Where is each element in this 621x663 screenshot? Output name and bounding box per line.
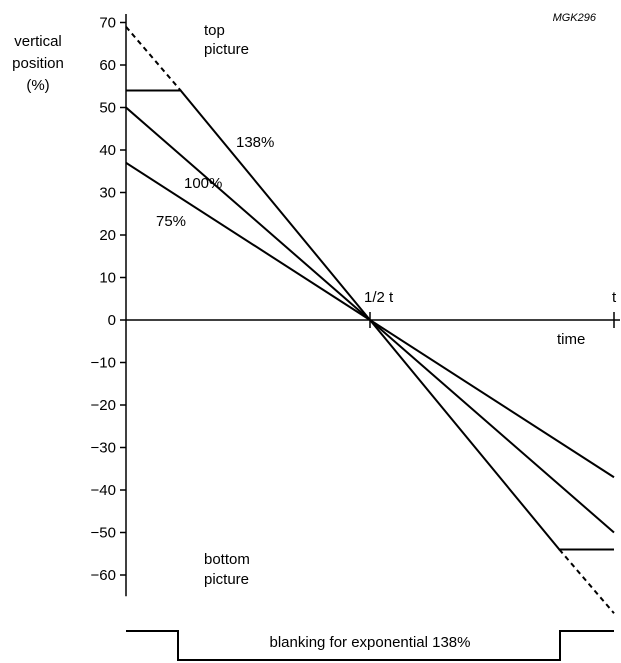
midpoint-label: 1/2 t <box>364 289 394 306</box>
series-dashed-extension <box>125 26 182 92</box>
blanking-label: blanking for exponential 138% <box>270 634 471 651</box>
y-axis-label-line-2: position <box>12 55 64 72</box>
series-line-75pct <box>125 161 615 479</box>
series-layer <box>125 26 615 614</box>
y-tick-label: −50 <box>91 525 116 542</box>
y-tick-label: −60 <box>91 567 116 584</box>
bottom-picture-label-line-1: bottom <box>204 551 250 568</box>
y-axis-label-line-3: (%) <box>26 77 49 94</box>
y-tick-label: −40 <box>91 482 116 499</box>
series-label-75: 75% <box>156 213 186 230</box>
y-axis-label-line-1: vertical <box>14 33 62 50</box>
y-tick-label: 10 <box>99 270 116 287</box>
y-tick-label: −10 <box>91 355 116 372</box>
figure-code: MGK296 <box>553 12 597 24</box>
y-tick-label: 50 <box>99 100 116 117</box>
end-time-label: t <box>612 289 617 306</box>
y-tick-label: −30 <box>91 440 116 457</box>
y-tick-label: 60 <box>99 57 116 74</box>
top-picture-label-line-2: picture <box>204 41 249 58</box>
y-tick-label: 0 <box>108 312 116 329</box>
y-tick-label: 30 <box>99 185 116 202</box>
x-axis-label: time <box>557 331 585 348</box>
series-dashed-extension <box>558 548 615 614</box>
y-tick-label: 20 <box>99 227 116 244</box>
top-picture-label-line-1: top <box>204 22 225 39</box>
y-tick-label: −20 <box>91 397 116 414</box>
y-ticks: 70 60 50 40 30 20 10 0 −10 −20 −30 −40 −50 −60 <box>91 15 126 584</box>
blanking-pulse <box>126 630 614 661</box>
y-tick-label: 70 <box>99 15 116 32</box>
y-tick-label: 40 <box>99 142 116 159</box>
bottom-picture-label-line-2: picture <box>204 571 249 588</box>
series-label-138: 138% <box>236 134 274 151</box>
series-label-100: 100% <box>184 175 222 192</box>
